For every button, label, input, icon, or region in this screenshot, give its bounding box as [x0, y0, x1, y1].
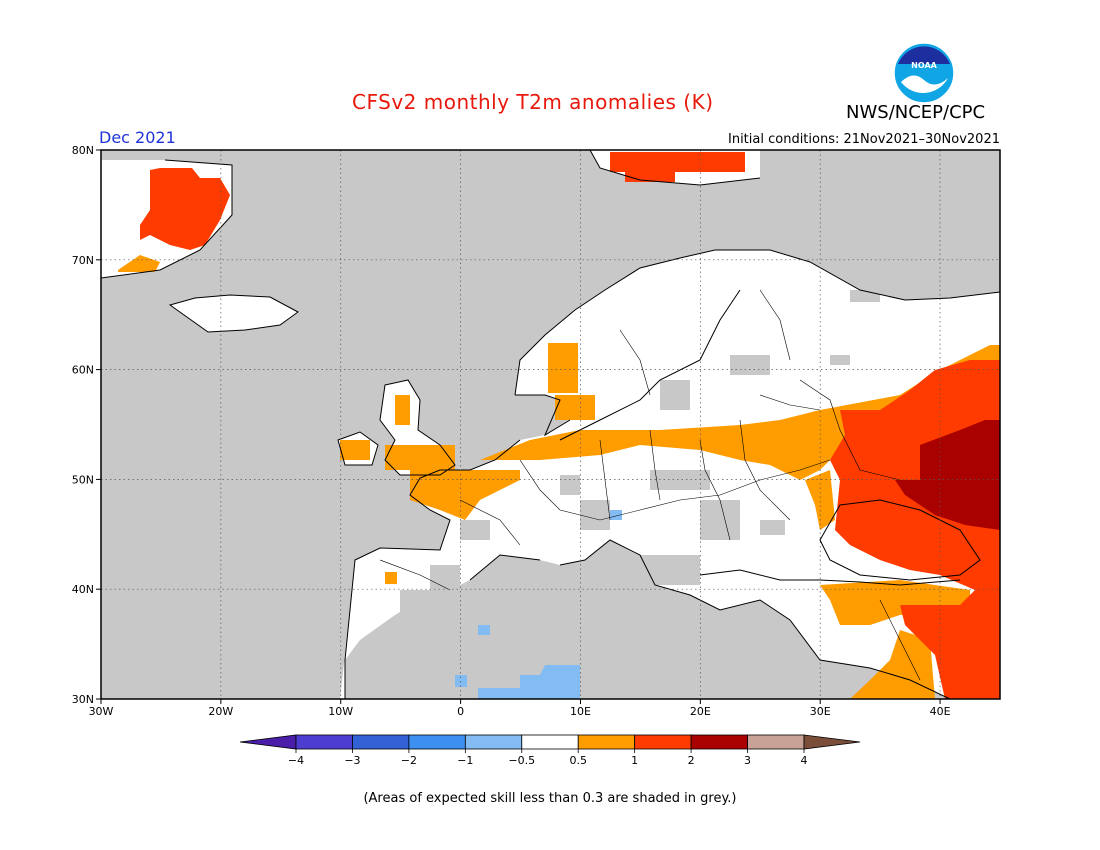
- colorbar-tick-label: −0.5: [508, 754, 535, 767]
- latitude-axis: 30N 40N 50N 60N 70N 80N: [72, 144, 101, 706]
- lon-tick-label: 20E: [690, 705, 711, 718]
- lat-tick-label: 40N: [72, 583, 94, 596]
- map-frame: [100, 149, 1001, 700]
- colorbar-tick-label: 1: [631, 754, 638, 767]
- map-title: CFSv2 monthly T2m anomalies (K): [352, 90, 714, 114]
- noaa-logo-text: NOAA: [911, 61, 937, 70]
- colorbar-bin: [577, 734, 636, 750]
- country-borders: [379, 289, 921, 681]
- lon-tick-label: 40E: [930, 705, 951, 718]
- colorbar-bin: [747, 734, 805, 750]
- lat-tick-label: 80N: [72, 144, 94, 157]
- colorbar: −4 −3 −2 −1 −0.5 0.5 1 2 3 4: [239, 734, 861, 767]
- longitude-axis: 30W 20W 10W 0 10E 20E 30E 40E: [89, 699, 951, 718]
- colorbar-tick-label: −2: [401, 754, 417, 767]
- colorbar-bin: [408, 734, 466, 750]
- lat-tick-label: 30N: [72, 693, 94, 706]
- forecast-month: Dec 2021: [99, 128, 176, 147]
- low-skill-land-patches: [345, 290, 880, 695]
- colorbar-bin: [464, 734, 523, 750]
- colorbar-tick-label: −1: [457, 754, 473, 767]
- colorbar-tick-label: 4: [801, 754, 808, 767]
- colorbar-bin: [690, 734, 748, 750]
- skill-footnote: (Areas of expected skill less than 0.3 a…: [363, 791, 737, 806]
- map-fields: [101, 150, 1000, 699]
- lon-tick-label: 30W: [89, 705, 114, 718]
- noaa-logo: NOAA: [893, 42, 955, 104]
- colorbar-bin: [521, 734, 579, 750]
- lat-tick-label: 70N: [72, 254, 94, 267]
- colorbar-tick-label: 2: [688, 754, 695, 767]
- colorbar-tick-label: −3: [344, 754, 360, 767]
- colorbar-tick-label: 0.5: [569, 754, 587, 767]
- lon-tick-label: 10W: [328, 705, 353, 718]
- colorbar-bin: [295, 734, 353, 750]
- initial-conditions: Initial conditions: 21Nov2021–30Nov2021: [728, 132, 1000, 147]
- colorbar-min-arrow: [239, 734, 297, 750]
- colorbar-bin: [634, 734, 692, 750]
- lat-lon-grid: [101, 150, 1000, 699]
- anomaly-2-to-3: [895, 420, 1000, 530]
- colorbar-bin: [352, 734, 410, 750]
- lon-tick-label: 0: [457, 705, 464, 718]
- agency-label: NWS/NCEP/CPC: [846, 102, 986, 123]
- coastlines: [101, 150, 1000, 699]
- lon-tick-label: 30E: [810, 705, 831, 718]
- anomaly-minus-1-to-minus-0.5: [455, 510, 622, 699]
- colorbar-tick-label: −4: [288, 754, 304, 767]
- colorbar-tick-label: 3: [744, 754, 751, 767]
- colorbar-max-arrow: [803, 734, 861, 750]
- lat-tick-label: 50N: [72, 473, 94, 486]
- lon-tick-label: 20W: [208, 705, 233, 718]
- lat-tick-label: 60N: [72, 364, 94, 377]
- lon-tick-label: 10E: [570, 705, 591, 718]
